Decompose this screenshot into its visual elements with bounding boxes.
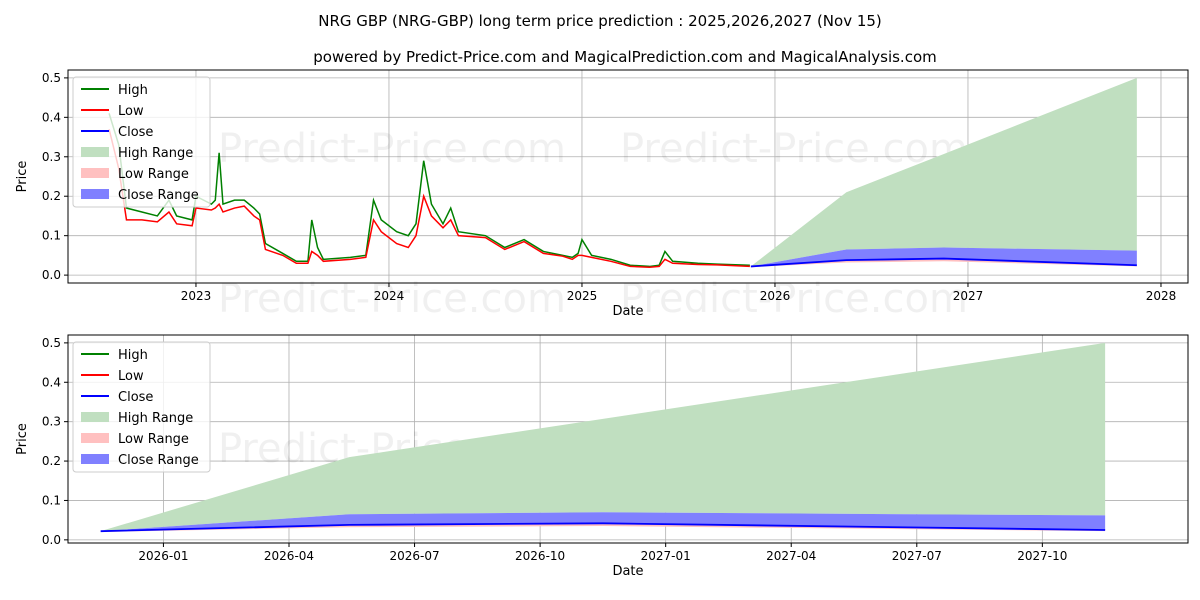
legend-label: Close Range xyxy=(118,188,199,203)
close-line xyxy=(750,257,1137,268)
high-range-area xyxy=(750,77,1137,267)
y-tick-label: 0.0 xyxy=(42,533,61,547)
y-tick-label: 0.5 xyxy=(42,71,61,85)
legend-label: Close Range xyxy=(118,453,199,468)
watermark: Predict-Price.com xyxy=(620,276,968,322)
legend: High Low Close High Range Low Range Close Ran… xyxy=(72,341,211,473)
legend-label: High xyxy=(118,83,148,98)
y-tick-label: 0.2 xyxy=(42,189,61,203)
y-tick-label: 0.0 xyxy=(42,268,61,282)
high-range-area xyxy=(100,342,1106,532)
legend-label: Low Range xyxy=(118,432,189,447)
legend-swatch-high-range xyxy=(81,412,109,422)
low-line xyxy=(108,128,750,268)
y-tick-label: 0.4 xyxy=(42,110,61,124)
y-tick-label: 0.1 xyxy=(42,493,61,507)
x-tick-label: 2027-07 xyxy=(892,549,942,563)
y-tick-label: 0.3 xyxy=(42,415,61,429)
legend-label: Low Range xyxy=(118,167,189,182)
x-tick-label: 2027-01 xyxy=(641,549,691,563)
x-tick-label: 2027-04 xyxy=(766,549,816,563)
x-tick-label: 2026-07 xyxy=(389,549,439,563)
legend-label: Close xyxy=(118,125,153,140)
watermark: Predict-Price.com xyxy=(620,126,968,172)
legend-swatch-close-range xyxy=(81,454,109,464)
x-tick-label: 2026-01 xyxy=(138,549,188,563)
legend-swatch-high-range xyxy=(81,147,109,157)
x-tick-label: 2027-10 xyxy=(1017,549,1067,563)
y-tick-label: 0.5 xyxy=(42,336,61,350)
legend-label: High Range xyxy=(118,146,193,161)
x-tick-label: 2023 xyxy=(181,289,212,303)
y-tick-label: 0.2 xyxy=(42,454,61,468)
y-tick-label: 0.1 xyxy=(42,229,61,243)
x-axis-label: Date xyxy=(612,564,643,579)
plot-panel-1: 2023 2024 2025 2026 2027 2028 0.0 0.1 0.2 0.3 0.4 0… xyxy=(15,69,1189,322)
y-tick-label: 0.3 xyxy=(42,150,61,164)
legend-label: Low xyxy=(118,369,144,384)
y-axis-label: Price xyxy=(15,423,30,455)
legend-label: Low xyxy=(118,104,144,119)
x-tick-label: 2024 xyxy=(374,289,405,303)
plot-frame xyxy=(67,69,1189,284)
legend-swatch-close-range xyxy=(81,189,109,199)
x-tick-label: 2025 xyxy=(567,289,598,303)
x-tick-label: 2026-04 xyxy=(264,549,314,563)
legend-label: High xyxy=(118,348,148,363)
chart-title: NRG GBP (NRG-GBP) long term price predic… xyxy=(318,12,882,30)
x-tick-label: 2028 xyxy=(1146,289,1177,303)
chart-subtitle: powered by Predict-Price.com and Magical… xyxy=(313,48,937,66)
x-tick-label: 2026-10 xyxy=(515,549,565,563)
plot-frame xyxy=(67,334,1189,544)
x-axis-label: Date xyxy=(612,304,643,319)
y-axis-label: Price xyxy=(15,161,30,193)
close-line xyxy=(100,522,1106,533)
x-tick-label: 2027 xyxy=(953,289,984,303)
plot-panel-2: 2026-01 2026-04 2026-07 2026-10 2027-01 2027-… xyxy=(15,334,1189,579)
watermark: Predict-Price.com xyxy=(218,276,566,322)
legend-label: Close xyxy=(118,390,153,405)
x-tick-label: 2026 xyxy=(760,289,791,303)
watermark: Predict-Price.com xyxy=(218,126,566,172)
legend-swatch-low-range xyxy=(81,433,109,443)
legend-label: High Range xyxy=(118,411,193,426)
legend-swatch-low-range xyxy=(81,168,109,178)
y-tick-label: 0.4 xyxy=(42,375,61,389)
legend: High Low Close High Range Low Range Close Ran… xyxy=(72,76,211,208)
